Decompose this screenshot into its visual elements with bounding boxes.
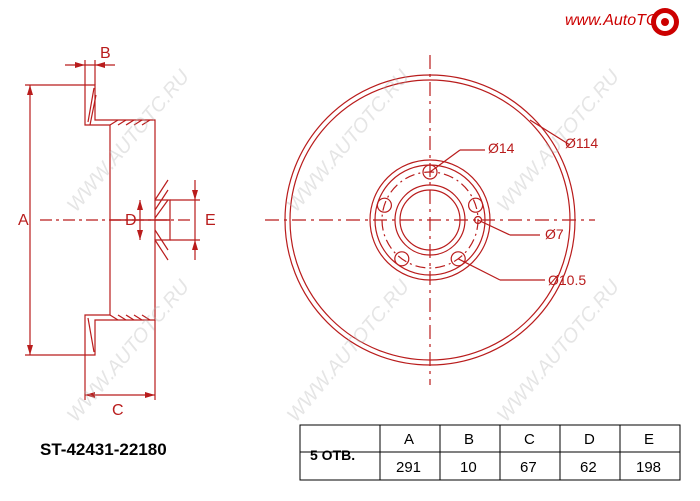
col-d: D bbox=[584, 431, 595, 448]
part-number: ST-42431-22180 bbox=[40, 440, 167, 459]
technical-drawing: A B C D E bbox=[0, 0, 700, 501]
dimension-table bbox=[300, 425, 680, 480]
val-c: 67 bbox=[520, 459, 537, 476]
dim-label-b: B bbox=[100, 45, 111, 62]
dim-label-c: C bbox=[112, 402, 124, 419]
col-c: C bbox=[524, 431, 535, 448]
logo-dot bbox=[661, 18, 669, 26]
val-b: 10 bbox=[460, 459, 477, 476]
val-a: 291 bbox=[396, 459, 421, 476]
face-view bbox=[265, 55, 595, 385]
val-e: 198 bbox=[636, 459, 661, 476]
dim-label-e: E bbox=[205, 212, 216, 229]
dia-lug: Ø10.5 bbox=[548, 272, 586, 288]
col-b: B bbox=[464, 431, 474, 448]
col-a: A bbox=[404, 431, 414, 448]
cross-section-view bbox=[25, 60, 200, 400]
dia-small: Ø7 bbox=[545, 226, 564, 242]
dia-outer: Ø114 bbox=[565, 135, 598, 151]
col-e: E bbox=[644, 431, 654, 448]
holes-label: 5 ОТВ. bbox=[310, 447, 355, 463]
dia-bolt-hole: Ø14 bbox=[488, 140, 515, 156]
dim-label-a: A bbox=[18, 212, 29, 229]
val-d: 62 bbox=[580, 459, 597, 476]
dim-label-d: D bbox=[125, 212, 137, 229]
